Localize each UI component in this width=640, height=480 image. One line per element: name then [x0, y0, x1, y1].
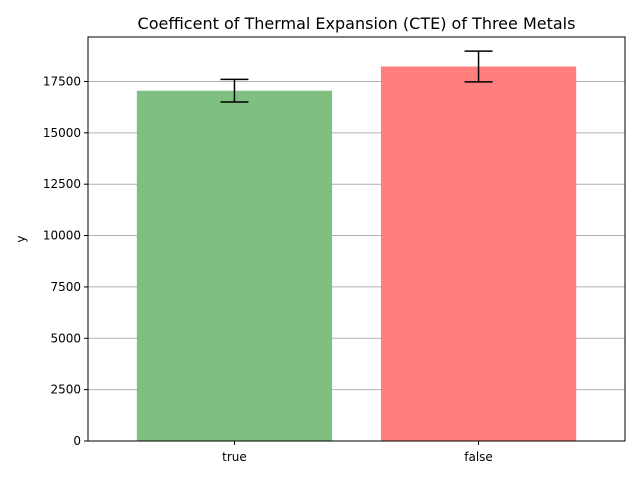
bar-false	[380, 66, 577, 441]
chart-title: Coefficent of Thermal Expansion (CTE) of…	[138, 14, 576, 33]
y-axis-ticks: 0 2500 5000 7500 10000 12500 15000 17500	[43, 74, 88, 448]
y-tick-label: 10000	[43, 229, 81, 243]
bars	[136, 66, 577, 442]
x-tick-label: false	[464, 450, 493, 464]
x-axis-ticks: true false	[222, 441, 493, 464]
y-tick-label: 2500	[50, 383, 81, 397]
error-bars	[220, 50, 493, 103]
y-tick-label: 0	[73, 434, 81, 448]
y-tick-label: 12500	[43, 177, 81, 191]
y-tick-label: 17500	[43, 74, 81, 88]
x-tick-label: true	[222, 450, 247, 464]
y-tick-label: 5000	[50, 331, 81, 345]
y-tick-label: 15000	[43, 126, 81, 140]
plot-frame	[87, 36, 626, 442]
bar-true	[136, 90, 333, 442]
y-axis-label: y	[14, 235, 28, 242]
y-tick-label: 7500	[50, 280, 81, 294]
